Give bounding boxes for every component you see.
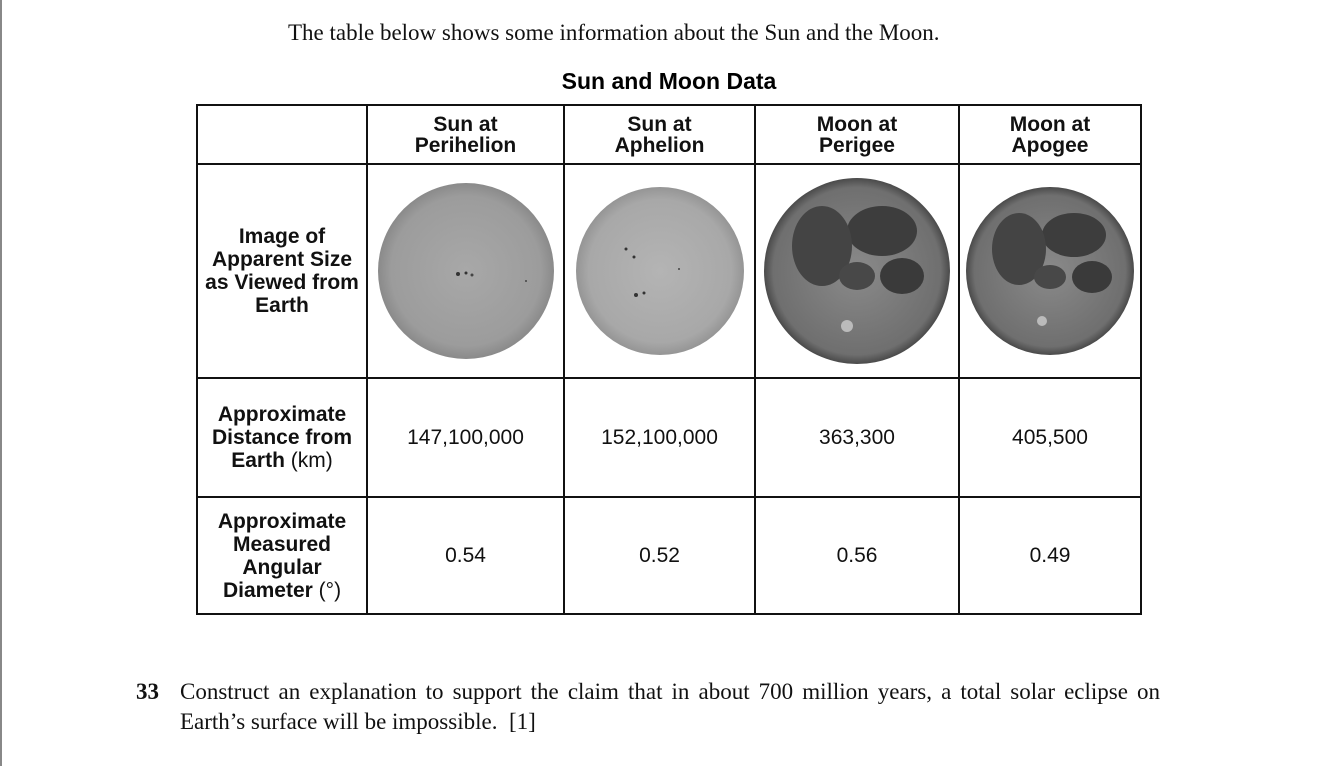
corner-cell xyxy=(196,104,368,165)
distance-value: 152,100,000 xyxy=(563,377,756,498)
sun-perihelion-image xyxy=(366,163,565,379)
col-header-moon-apogee: Moon at Apogee xyxy=(958,104,1142,165)
row-label-distance: Approximate Distance from Earth (km) xyxy=(196,377,368,498)
angular-value: 0.49 xyxy=(958,496,1142,615)
angular-value: 0.54 xyxy=(366,496,565,615)
question-33: 33 Construct an explanation to support t… xyxy=(136,677,1166,734)
intro-text: The table below shows some information a… xyxy=(288,20,940,45)
distance-value: 147,100,000 xyxy=(366,377,565,498)
distance-value: 405,500 xyxy=(958,377,1142,498)
row-label-image: Image of Apparent Size as Viewed from Ea… xyxy=(196,163,368,379)
distance-value: 363,300 xyxy=(754,377,960,498)
question-text: Construct an explanation to support the … xyxy=(180,679,1160,734)
angular-value: 0.52 xyxy=(563,496,756,615)
col-header-sun-aphelion: Sun at Aphelion xyxy=(563,104,756,165)
col-header-sun-perihelion: Sun at Perihelion xyxy=(366,104,565,165)
moon-apogee-image xyxy=(958,163,1142,379)
sun-moon-table: Sun at Perihelion Sun at Aphelion Moon at P… xyxy=(196,104,1142,615)
col-header-moon-perigee: Moon at Perigee xyxy=(754,104,960,165)
row-label-angular-diameter: Approximate Measured Angular Diameter (°… xyxy=(196,496,368,615)
angular-value: 0.56 xyxy=(754,496,960,615)
page-edge xyxy=(0,0,2,766)
sun-aphelion-image xyxy=(563,163,756,379)
table-title: Sun and Moon Data xyxy=(561,68,777,94)
question-credit: [1] xyxy=(508,709,536,734)
question-number: 33 xyxy=(136,679,159,704)
moon-perigee-image xyxy=(754,163,960,379)
